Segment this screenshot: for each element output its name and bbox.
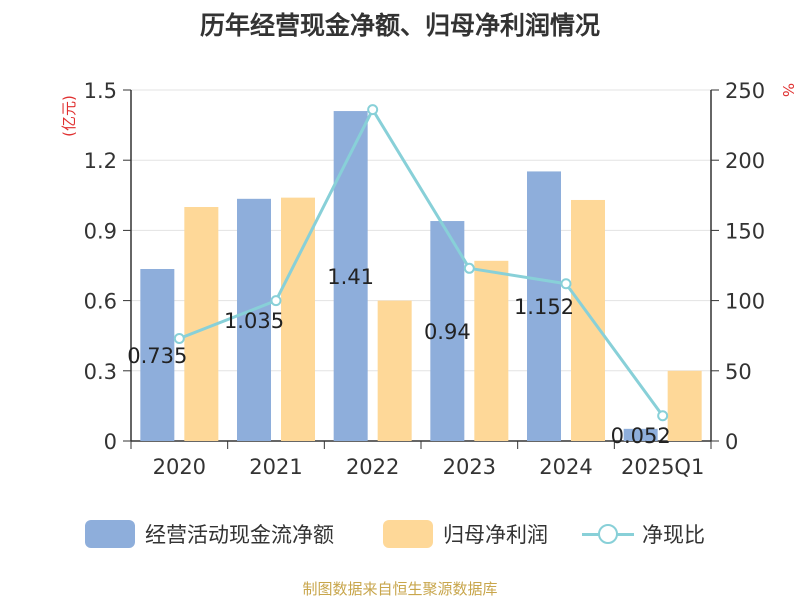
data-label-cash-flow: 0.052 xyxy=(611,424,671,448)
point-ratio xyxy=(463,262,475,274)
data-label-cash-flow: 0.735 xyxy=(127,344,187,368)
point-ratio xyxy=(657,410,669,422)
bar-net-profit xyxy=(377,300,412,441)
y-right-tick-label: 150 xyxy=(725,219,765,243)
bar-net-profit xyxy=(571,199,605,441)
x-category-label: 2022 xyxy=(346,455,399,479)
legend-label-ratio: 净现比 xyxy=(642,523,705,547)
y-left-tick-label: 1.5 xyxy=(84,79,117,103)
bar-cash-flow xyxy=(237,198,271,441)
point-ratio xyxy=(367,104,379,116)
line-ratio xyxy=(178,108,664,417)
bar-net-profit xyxy=(281,197,315,441)
y-right-tick-label: 250 xyxy=(725,79,765,103)
y-right-tick-label: 50 xyxy=(725,360,752,384)
y-left-tick-label: 0 xyxy=(104,430,117,454)
bar-cash-flow xyxy=(140,269,175,441)
legend-item-net-profit[interactable]: 归母净利润 xyxy=(383,514,548,554)
x-category-label: 2020 xyxy=(153,455,206,479)
chart-title: 历年经营现金净额、归母净利润情况 xyxy=(199,11,600,40)
point-ratio xyxy=(270,295,282,307)
legend: 经营活动现金流净额 归母净利润 净现比 xyxy=(0,514,800,554)
legend-item-ratio[interactable]: 净现比 xyxy=(582,514,705,554)
y-left-unit-label: (亿元) xyxy=(60,95,78,137)
data-label-cash-flow: 1.41 xyxy=(327,265,374,289)
x-category-label: 2024 xyxy=(539,455,592,479)
x-category-label: 2021 xyxy=(249,455,302,479)
legend-item-cash-flow[interactable]: 经营活动现金流净额 xyxy=(85,514,334,554)
legend-line-ratio xyxy=(582,520,634,548)
y-left-tick-label: 0.6 xyxy=(84,290,117,314)
point-ratio xyxy=(560,278,572,290)
legend-swatch-cash-flow xyxy=(85,520,135,548)
bar-cash-flow xyxy=(527,171,561,441)
data-source-note: 制图数据来自恒生聚源数据库 xyxy=(302,580,498,598)
x-category-label: 2025Q1 xyxy=(621,455,704,479)
data-label-cash-flow: 1.035 xyxy=(224,309,284,333)
data-label-cash-flow: 0.94 xyxy=(424,320,471,344)
data-label-cash-flow: 1.152 xyxy=(514,295,574,319)
bar-net-profit xyxy=(474,260,509,441)
bar-cash-flow xyxy=(333,111,368,441)
x-category-label: 2023 xyxy=(443,455,496,479)
y-right-tick-label: 100 xyxy=(725,290,765,314)
y-right-unit-label: % xyxy=(779,83,797,97)
point-ratio xyxy=(173,333,185,345)
legend-label-net-profit: 归母净利润 xyxy=(443,523,548,547)
y-right-tick-label: 200 xyxy=(725,149,765,173)
y-right-tick-label: 0 xyxy=(725,430,738,454)
y-left-tick-label: 0.9 xyxy=(84,219,117,243)
legend-swatch-net-profit xyxy=(383,520,433,548)
y-left-tick-label: 1.2 xyxy=(84,149,117,173)
bar-net-profit xyxy=(667,370,702,441)
bar-cash-flow xyxy=(430,221,465,441)
y-left-tick-label: 0.3 xyxy=(84,360,117,384)
legend-label-cash-flow: 经营活动现金流净额 xyxy=(145,523,334,547)
bar-cash-flow xyxy=(623,428,658,441)
